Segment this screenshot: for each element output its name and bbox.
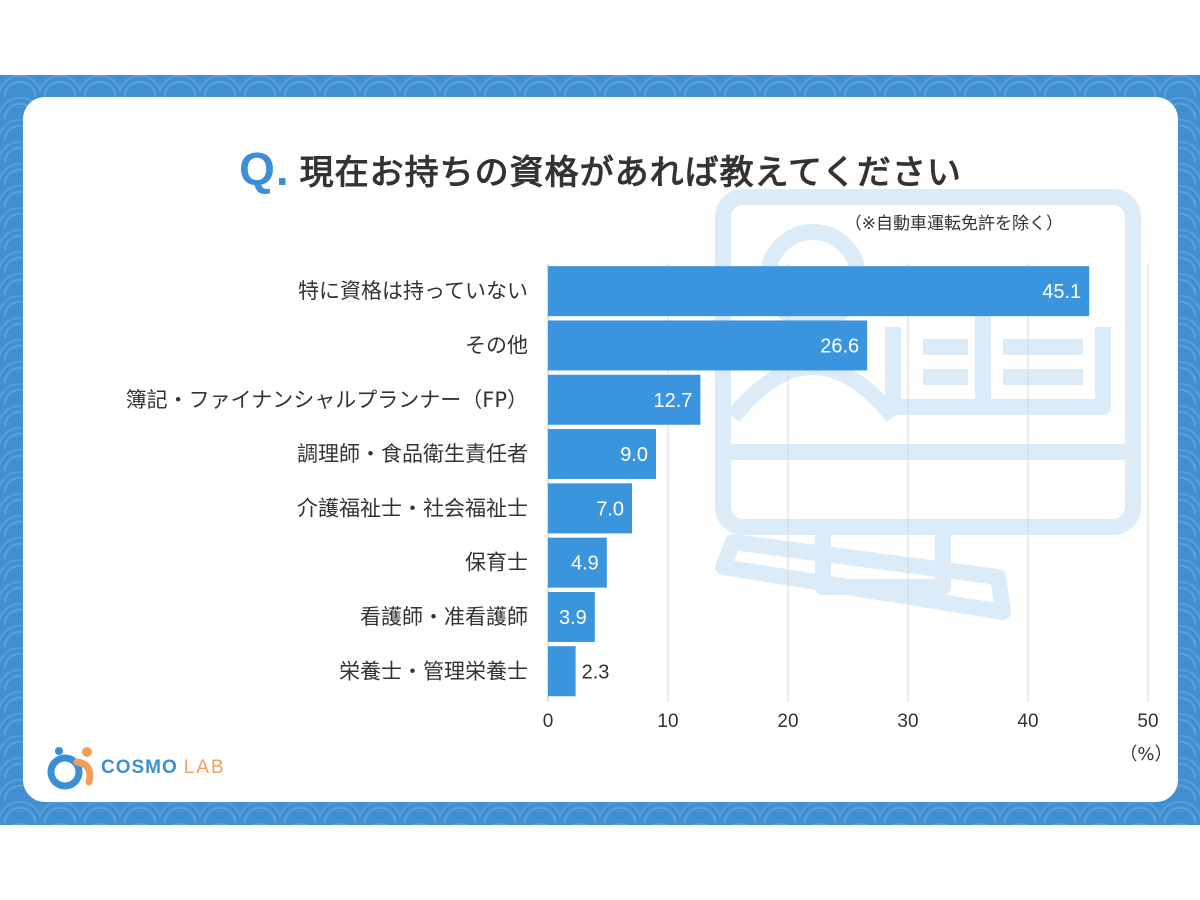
page-title: 現在お持ちの資格があれば教えてください [299, 152, 962, 193]
brand-lab: LAB [183, 757, 226, 778]
question-heading: Q. 現在お持ちの資格があれば教えてください [23, 142, 1178, 196]
x-tick-label: 0 [543, 711, 554, 732]
unit-label: （%） [1119, 744, 1172, 765]
category-label: 栄養士・管理栄養士 [339, 659, 528, 683]
x-tick-label: 30 [897, 711, 918, 732]
data-label: 7.0 [596, 498, 624, 520]
bar [548, 429, 656, 480]
chart-card: Q. 現在お持ちの資格があれば教えてください （※自動車運転免許を除く） 0 10 2… [23, 97, 1178, 802]
data-label: 9.0 [620, 444, 648, 466]
data-label: 12.7 [653, 390, 692, 412]
bar-chart: 0 10 20 30 40 50 （%） 特に資格は持っていない 45.1 その他 26.6 簿記・フ… [126, 264, 1173, 765]
category-label: 簿記・ファイナンシャルプランナー（FP） [126, 388, 528, 412]
bar [548, 483, 632, 534]
data-label: 3.9 [559, 607, 587, 629]
x-tick-label: 20 [777, 711, 798, 732]
x-tick-label: 10 [657, 711, 678, 732]
bar [548, 537, 607, 588]
category-label: その他 [465, 333, 528, 357]
category-label: 看護師・准看護師 [360, 605, 528, 629]
bar [548, 646, 576, 697]
bar [548, 320, 868, 371]
question-mark-label: Q. [239, 143, 290, 195]
x-tick-label: 50 [1137, 711, 1158, 732]
data-label: 4.9 [571, 553, 599, 575]
brand-logo-text: COSMO LAB [101, 757, 226, 779]
category-label: 保育士 [465, 551, 528, 575]
x-tick-label: 40 [1017, 711, 1038, 732]
data-label: 45.1 [1042, 281, 1081, 303]
category-label: 調理師・食品衛生責任者 [297, 442, 528, 466]
data-label: 2.3 [582, 661, 610, 683]
brand-cosmo: COSMO [101, 757, 178, 778]
bar [548, 591, 595, 642]
category-label: 介護福祉士・社会福祉士 [297, 496, 528, 520]
cosmo-lab-logo-icon [47, 747, 94, 790]
category-label: 特に資格は持っていない [298, 279, 528, 303]
data-label: 26.6 [820, 335, 859, 357]
bar [548, 374, 701, 425]
exclusion-note: （※自動車運転免許を除く） [844, 214, 1063, 234]
bar [548, 266, 1090, 317]
